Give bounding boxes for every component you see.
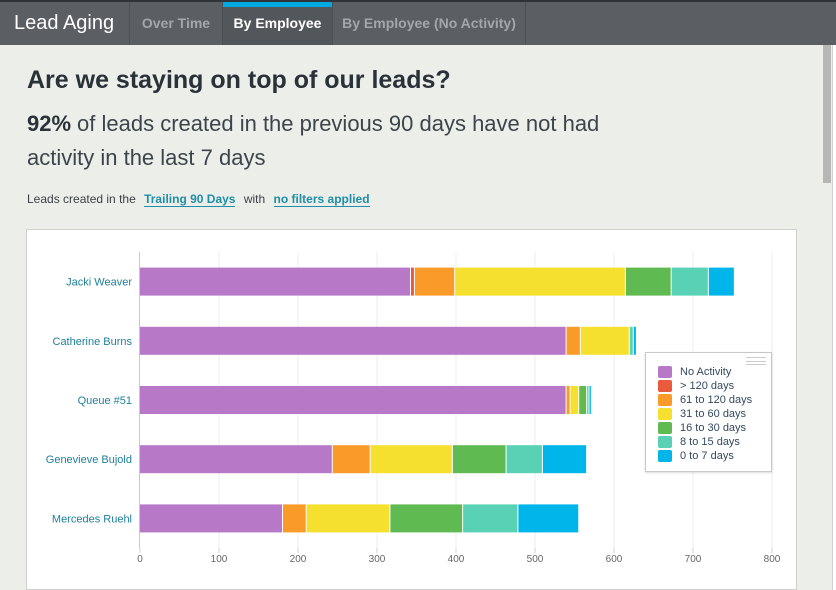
legend-item[interactable]: 16 to 30 days [658,421,771,435]
legend-label: 8 to 15 days [680,436,740,448]
filter-description: Leads created in the Trailing 90 Days wi… [27,192,375,207]
x-tick-label: 800 [764,554,781,565]
bar-segment [140,504,282,533]
legend-swatch [658,380,672,392]
bar-segment [332,445,370,474]
bar-segment [671,267,708,296]
bar-segment [633,326,636,355]
legend-swatch [658,422,672,434]
filter-middle: with [243,192,266,206]
bar-segment [587,386,589,414]
bar-segment [414,267,455,296]
bar-segment [140,267,410,296]
legend-swatch [658,408,672,420]
bar-segment [140,445,332,474]
tab-by-employee[interactable]: By Employee [223,2,333,45]
legend-label: 0 to 7 days [680,450,734,462]
bar-segment [306,504,390,533]
bar-segment [410,267,414,296]
summary-statement: 92% of leads created in the previous 90 d… [27,107,647,175]
x-tick-label: 500 [527,554,544,565]
filter-prefix: Leads created in the [27,192,136,206]
x-tick-label: 700 [685,554,702,565]
legend-swatch [658,394,672,406]
bar-segment [140,386,566,414]
bar-segment [629,326,633,355]
tab-over-time[interactable]: Over Time [130,2,223,45]
bar-segment [455,267,625,296]
page-headline: Are we staying on top of our leads? [27,66,451,94]
bar-segment [518,504,579,533]
legend-label: 16 to 30 days [680,422,747,434]
bar-segment [506,445,542,474]
bar-segment [542,445,587,474]
x-tick-label: 200 [290,554,307,565]
legend-item[interactable]: 31 to 60 days [658,407,771,421]
bar-segment [570,386,579,414]
category-label[interactable]: Queue #51 [78,395,132,407]
filters-link[interactable]: no filters applied [273,192,370,207]
legend-drag-handle-icon[interactable] [746,357,766,365]
bar-segment [282,504,306,533]
bar-segment [452,445,506,474]
legend-item[interactable]: > 120 days [658,379,771,393]
bar-segment [566,386,570,414]
summary-stat: 92% [27,111,72,136]
bar-segment [708,267,734,296]
legend-label: No Activity [680,366,732,378]
summary-text: of leads created in the previous 90 days… [27,111,600,170]
app-title: Lead Aging [0,2,130,45]
x-tick-label: 0 [137,554,143,565]
window-edge [832,45,836,590]
legend-item[interactable]: 8 to 15 days [658,435,771,449]
bar-segment [580,326,629,355]
period-link[interactable]: Trailing 90 Days [144,192,236,207]
bar-segment [566,326,580,355]
chart-legend[interactable]: No Activity > 120 days 61 to 120 days 31 to… [645,352,772,472]
bar-segment [390,504,463,533]
bar-segment [625,267,671,296]
x-tick-label: 600 [606,554,623,565]
bar-segment [579,386,587,414]
legend-item[interactable]: No Activity [658,365,771,379]
top-navigation-bar: Lead Aging Over Time By Employee By Empl… [0,0,836,45]
bar-segment [140,326,566,355]
legend-label: 61 to 120 days [680,394,753,406]
category-label[interactable]: Mercedes Ruehl [52,513,132,525]
scrollbar-track[interactable] [822,45,832,590]
x-tick-label: 100 [211,554,228,565]
legend-label: 31 to 60 days [680,408,747,420]
legend-item[interactable]: 61 to 120 days [658,393,771,407]
bar-segment [370,445,452,474]
bar-segment [589,386,591,414]
x-tick-label: 400 [448,554,465,565]
category-label[interactable]: Jacki Weaver [66,277,132,289]
category-label[interactable]: Catherine Burns [53,336,133,348]
legend-swatch [658,450,672,462]
legend-label: > 120 days [680,380,735,392]
bar-segment [463,504,518,533]
tab-by-employee-no-activity[interactable]: By Employee (No Activity) [333,2,526,45]
x-tick-label: 300 [369,554,386,565]
legend-item[interactable]: 0 to 7 days [658,449,771,463]
legend-swatch [658,436,672,448]
legend-swatch [658,366,672,378]
scrollbar-thumb[interactable] [823,45,831,183]
category-label[interactable]: Genevieve Bujold [46,454,132,466]
